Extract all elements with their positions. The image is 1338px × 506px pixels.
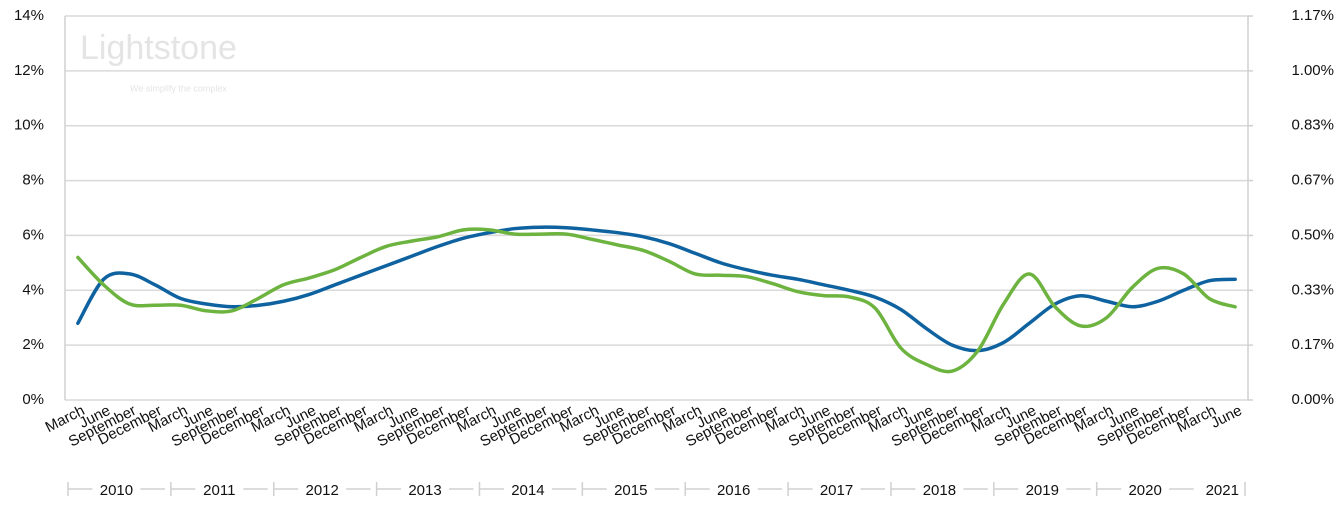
year-label-bg — [1198, 480, 1247, 500]
year-label: 2013 — [408, 482, 441, 499]
y2-tick-label: 1.00% — [1291, 62, 1334, 79]
y-tick-label: 4% — [22, 281, 44, 298]
y-tick-label: 14% — [14, 7, 44, 24]
year-label-bg — [298, 480, 347, 500]
year-label-bg — [1018, 480, 1067, 500]
y2-tick-label: 0.17% — [1291, 336, 1334, 353]
year-label: 2017 — [820, 482, 853, 499]
y2-tick-label: 0.50% — [1291, 226, 1334, 243]
y-tick-label: 8% — [22, 172, 44, 189]
year-label: 2015 — [614, 482, 647, 499]
year-label-bg — [709, 480, 758, 500]
year-label: 2012 — [305, 482, 338, 499]
year-label: 2016 — [717, 482, 750, 499]
y-tick-label: 2% — [22, 336, 44, 353]
year-label-bg — [606, 480, 655, 500]
year-label: 2014 — [511, 482, 544, 499]
year-label: 2020 — [1128, 482, 1161, 499]
y2-tick-label: 1.17% — [1291, 7, 1334, 24]
watermark: Lightstone — [80, 29, 237, 67]
y2-tick-label: 0.33% — [1291, 281, 1334, 298]
year-label-bg — [503, 480, 552, 500]
year-label-bg — [401, 480, 450, 500]
year-label-bg — [812, 480, 861, 500]
year-label-bg — [195, 480, 244, 500]
year-label: 2018 — [923, 482, 956, 499]
y2-tick-label: 0.83% — [1291, 117, 1334, 134]
year-label: 2019 — [1026, 482, 1059, 499]
y2-tick-label: 0.00% — [1291, 391, 1334, 408]
series-line — [76, 225, 1237, 353]
y-tick-label: 6% — [22, 226, 44, 243]
year-label: 2021 — [1206, 482, 1239, 499]
y2-tick-label: 0.67% — [1291, 172, 1334, 189]
year-label: 2010 — [100, 482, 133, 499]
y-tick-label: 12% — [14, 62, 44, 79]
year-label-bg — [92, 480, 141, 500]
series-line — [76, 227, 1237, 374]
year-label-bg — [1121, 480, 1170, 500]
year-label-bg — [915, 480, 964, 500]
y-tick-label: 0% — [22, 391, 44, 408]
year-label: 2011 — [203, 482, 235, 499]
y-tick-label: 10% — [14, 117, 44, 134]
watermark-tagline: We simplify the complex — [130, 83, 227, 93]
